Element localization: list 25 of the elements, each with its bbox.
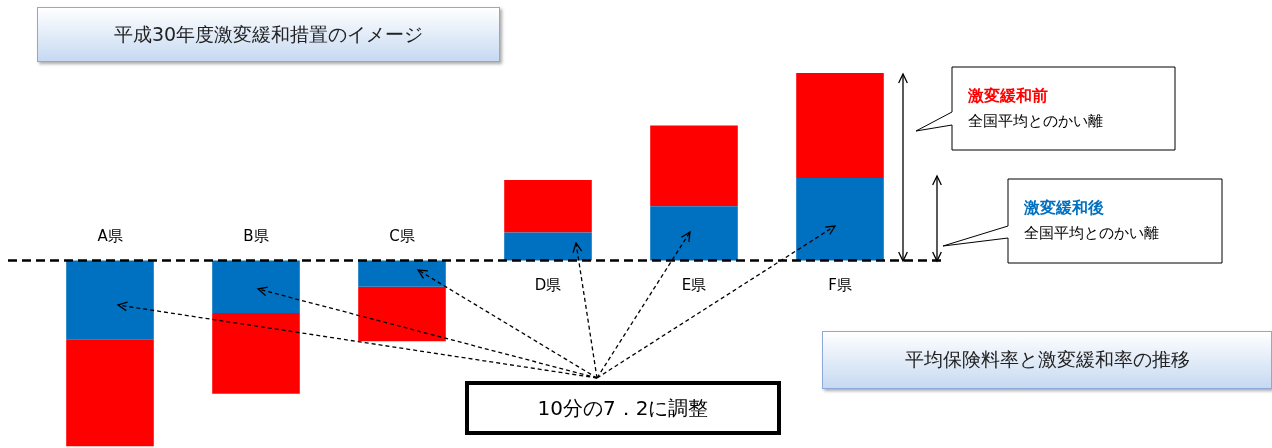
bar: [358, 286, 446, 342]
text: 激変緩和前: [968, 86, 1048, 107]
bar: [504, 179, 592, 233]
bar: [796, 178, 884, 261]
x-tick-label: D県: [534, 275, 562, 294]
x-tick-label: A県: [97, 226, 123, 245]
bar: [212, 313, 300, 394]
x-tick-label: B県: [243, 226, 269, 245]
text-box: 平均保険料率と激変緩和率の推移: [822, 331, 1272, 389]
bar: [650, 206, 738, 261]
bar: [212, 260, 300, 313]
bar: [66, 260, 154, 340]
x-tick-label: E県: [681, 275, 707, 294]
bar: [504, 232, 592, 261]
bar: [796, 73, 884, 178]
text: 全国平均とのかい離: [1024, 224, 1159, 243]
x-tick-label: F県: [828, 275, 852, 294]
text-box: 10分の7．2に調整: [465, 381, 781, 435]
bar: [66, 339, 154, 447]
text: 全国平均とのかい離: [968, 112, 1103, 131]
chart-title: 平成30年度激変緩和措置のイメージ: [37, 7, 500, 62]
text: 激変緩和後: [1024, 198, 1104, 219]
bar: [650, 125, 738, 207]
x-tick-label: C県: [389, 226, 415, 245]
bar: [358, 260, 446, 287]
